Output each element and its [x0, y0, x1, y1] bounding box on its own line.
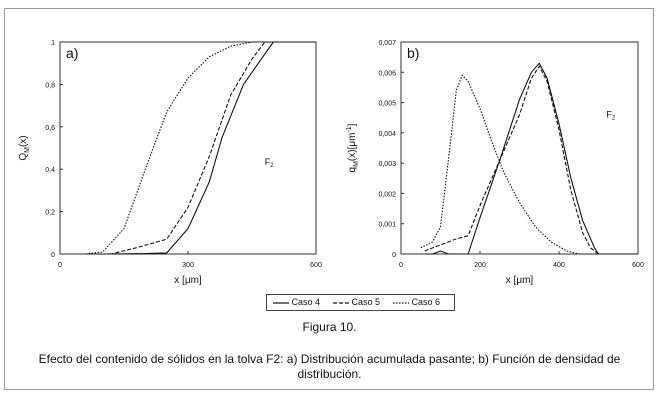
y-tick-label: 0,002 — [378, 191, 396, 198]
y-tick-label: 0,006 — [378, 70, 396, 77]
panel-label: a) — [66, 45, 78, 61]
y-tick-label: 0,2 — [45, 210, 55, 217]
y-axis-label: QM(x) — [18, 135, 31, 160]
annotation-label: F2 — [265, 157, 275, 169]
plot-area — [400, 41, 639, 255]
legend-label: Caso 5 — [351, 297, 381, 307]
y-tick-label: 0,003 — [378, 161, 396, 168]
legend-label: Caso 4 — [291, 297, 321, 307]
y-tick-label: 0,8 — [45, 82, 55, 89]
x-tick-label: 200 — [474, 262, 486, 269]
figure-frame — [4, 8, 654, 390]
y-tick-label: 0,005 — [378, 101, 396, 108]
y-tick-label: 0 — [51, 252, 55, 259]
x-tick-label: 600 — [310, 262, 322, 269]
legend-item-caso-5: Caso 5 — [333, 297, 380, 308]
series-line-caso-4 — [85, 41, 316, 255]
annotation-label: F2 — [606, 110, 616, 122]
x-tick-label: 0 — [58, 262, 62, 269]
figure-caption: Efecto del contenido de sólidos en la to… — [38, 352, 621, 381]
x-tick-label: 400 — [553, 262, 565, 269]
legend-swatch-dotted — [393, 302, 409, 304]
x-tick-label: 600 — [632, 262, 644, 269]
legend: Caso 4 Caso 5 Caso 6 — [266, 294, 455, 311]
legend-item-caso-6: Caso 6 — [393, 297, 440, 308]
x-tick-label: 300 — [182, 262, 194, 269]
series-line-caso-5 — [424, 65, 638, 255]
series-line-caso-4 — [424, 62, 638, 255]
x-axis-label: x [μm] — [506, 275, 534, 286]
x-tick-label: 0 — [399, 262, 403, 269]
plot-area — [59, 41, 317, 255]
y-tick-label: 0,4 — [45, 167, 55, 174]
legend-swatch-solid — [273, 302, 289, 304]
series-line-caso-6 — [420, 74, 638, 255]
charts-svg: 0 0,2 0,4 0,6 0,8 1 0 300 600 a) F2 x [μm] QM(x) 0 0,… — [18, 40, 644, 286]
chart-panel-b: 0 0,001 0,002 0,003 0,004 0,005 0,006 0,007 0 200… — [346, 40, 644, 286]
y-tick-label: 0,001 — [378, 222, 396, 229]
panel-label: b) — [407, 45, 419, 61]
series-line-caso-5 — [85, 41, 316, 255]
figure-number: Figura 10. — [302, 320, 357, 334]
y-tick-label: 0,6 — [45, 125, 55, 132]
legend-swatch-dashed — [333, 302, 349, 304]
y-tick-label: 0,004 — [378, 131, 396, 138]
y-tick-label: 1 — [51, 40, 55, 47]
y-tick-label: 0 — [392, 252, 396, 259]
legend-item-caso-4: Caso 4 — [273, 297, 320, 308]
y-tick-label: 0,007 — [378, 40, 396, 47]
legend-label: Caso 6 — [411, 297, 441, 307]
series-line-caso-6 — [85, 41, 316, 255]
chart-panel-a: 0 0,2 0,4 0,6 0,8 1 0 300 600 a) F2 x [μm] QM(x) — [18, 40, 322, 286]
y-axis-label: qM(x)[μm-1] — [346, 123, 360, 172]
x-axis-label: x [μm] — [174, 275, 202, 286]
